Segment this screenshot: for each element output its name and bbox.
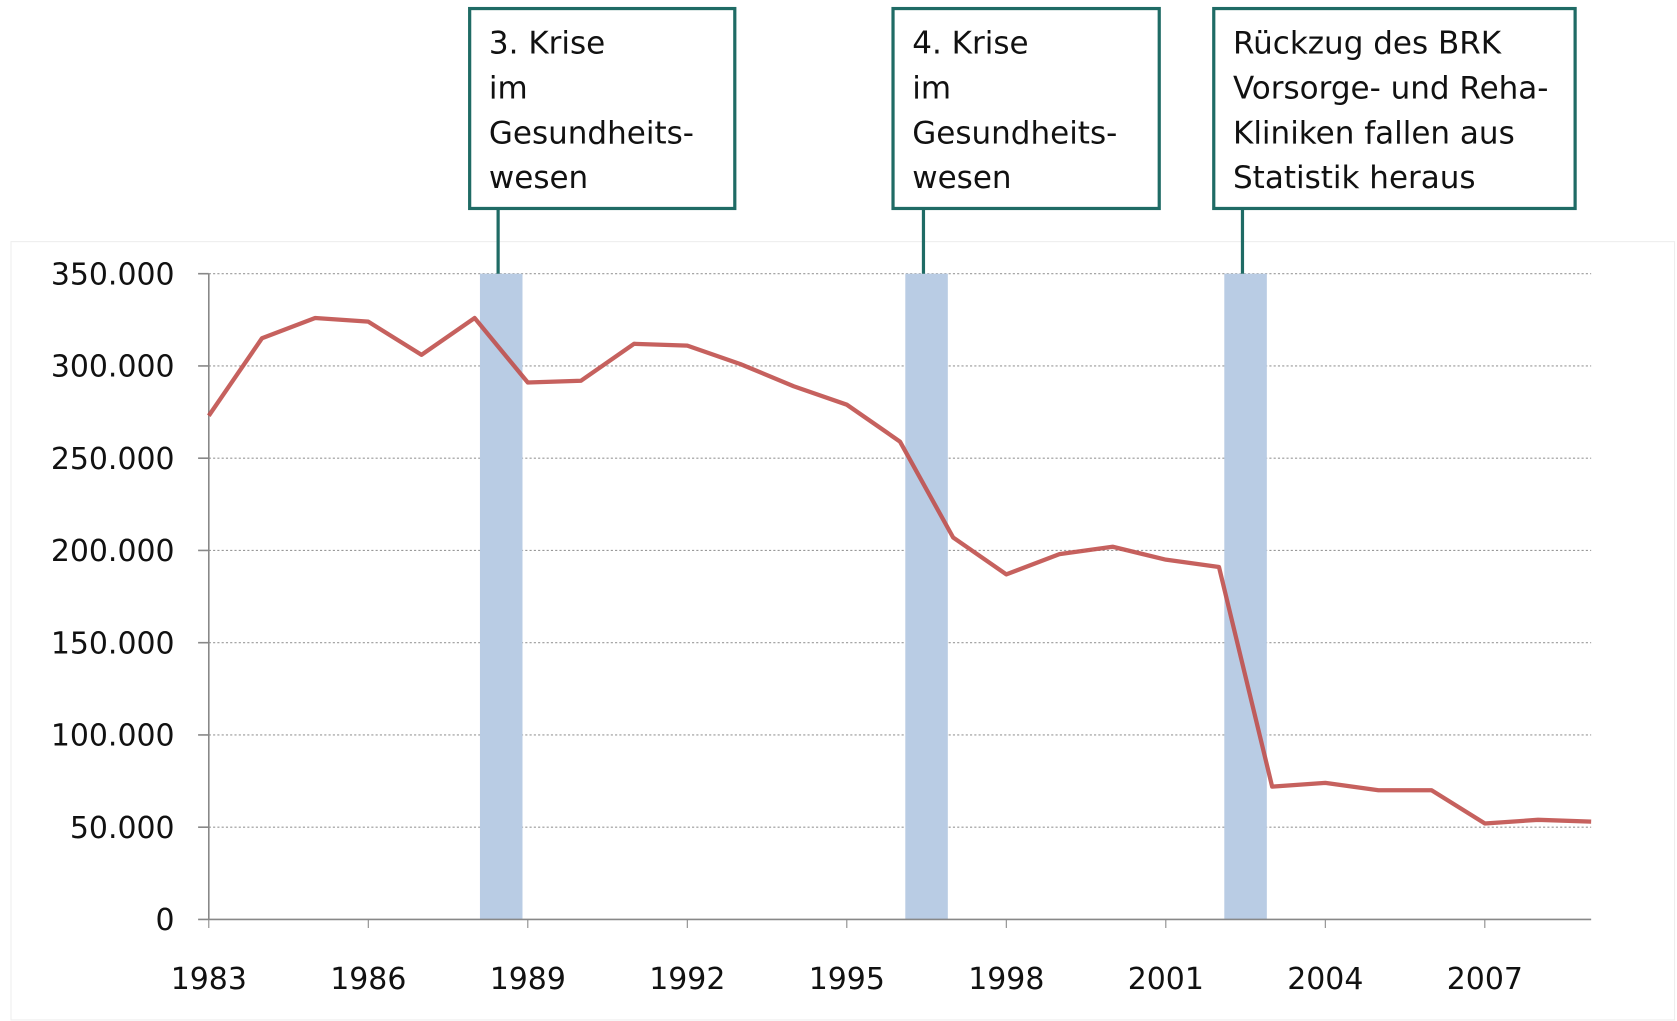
annotation-text: im — [489, 70, 528, 106]
annotation-box — [468, 6, 737, 211]
annotation-text: Vorsorge- und Reha- — [1233, 70, 1548, 106]
chart-frame — [10, 241, 1676, 1021]
annotation-text: Kliniken fallen aus — [1233, 115, 1515, 151]
x-tick-label: 1986 — [330, 962, 406, 997]
y-tick-label: 50.000 — [70, 811, 175, 846]
y-tick-label: 200.000 — [51, 534, 175, 569]
y-tick-label: 350.000 — [51, 257, 175, 292]
x-tick-label: 1983 — [171, 962, 247, 997]
y-tick-label: 300.000 — [51, 350, 175, 385]
annotation-text: 3. Krise — [489, 25, 605, 61]
annotation-text: Rückzug des BRK — [1233, 25, 1502, 61]
annotation-text: Statistik heraus — [1233, 160, 1476, 196]
x-tick-label: 1998 — [968, 962, 1044, 997]
y-tick-label: 0 — [156, 903, 175, 938]
annotation-text: wesen — [489, 160, 588, 196]
data-line — [207, 315, 1592, 826]
y-tick-label: 250.000 — [51, 442, 175, 477]
crisis-band — [1224, 273, 1267, 920]
x-tick-label: 2004 — [1287, 962, 1363, 997]
x-tick-label: 2007 — [1447, 962, 1523, 997]
x-tick-label: 1992 — [649, 962, 725, 997]
annotation-text: Gesundheits- — [489, 115, 694, 151]
x-tick-label: 1989 — [490, 962, 566, 997]
crisis-band — [905, 273, 948, 920]
annotation-text: wesen — [912, 160, 1011, 196]
y-tick-label: 150.000 — [51, 626, 175, 661]
x-tick-label: 1995 — [809, 962, 885, 997]
annotation-text: 4. Krise — [912, 25, 1028, 61]
crisis-band — [479, 273, 523, 920]
annotation-box — [1212, 6, 1577, 211]
y-tick-label: 100.000 — [51, 719, 175, 754]
annotation-text: Gesundheits- — [912, 115, 1117, 151]
x-tick-label: 2001 — [1128, 962, 1204, 997]
annotation-box — [891, 6, 1161, 211]
annotation-text: im — [912, 70, 951, 106]
